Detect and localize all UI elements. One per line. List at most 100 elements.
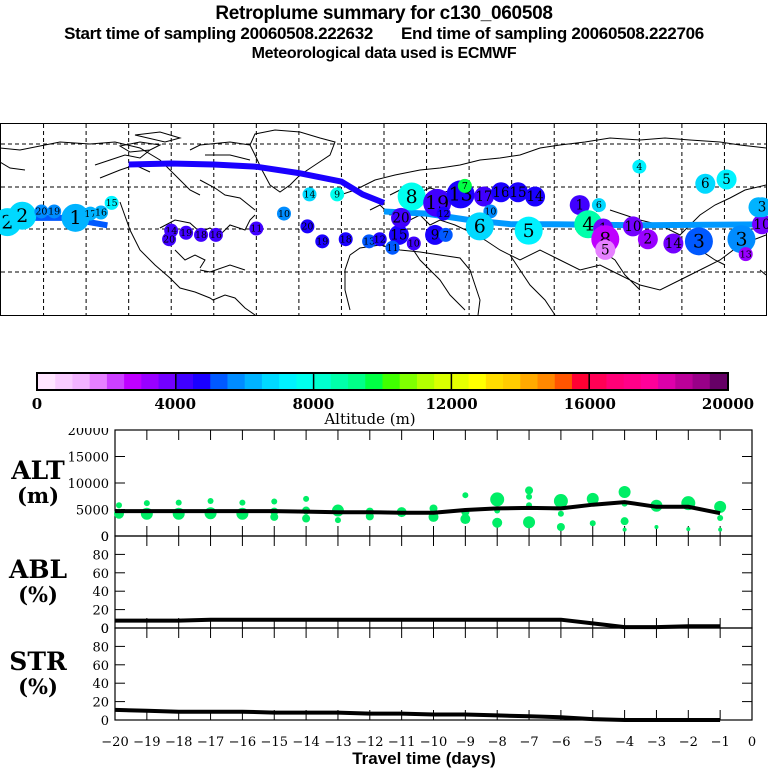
scatter-point [462, 492, 469, 499]
marker-circle [438, 227, 453, 242]
marker-label: 18 [340, 234, 352, 245]
abl-line [115, 617, 721, 630]
scatter-point [490, 492, 505, 507]
marker-label: 14 [526, 189, 543, 205]
y-tick-label: 40 [92, 585, 109, 600]
colorbar-cell [158, 374, 177, 389]
colorbar-cell [365, 374, 383, 389]
marker-label: 5 [523, 220, 535, 242]
x-tick-label: −17 [197, 735, 224, 750]
colorbar-cell [709, 374, 728, 389]
panel-label-unit: (%) [18, 674, 58, 699]
colorbar-cell [348, 374, 366, 389]
colorbar-cell [571, 374, 590, 389]
scatter-point [204, 507, 217, 520]
marker-circle [338, 232, 353, 247]
marker-label: 20 [163, 234, 175, 245]
marker-label: 20 [392, 210, 409, 226]
marker-label: 13 [740, 249, 752, 260]
scatter-point [586, 492, 599, 505]
plume-marker: 13 [738, 247, 753, 262]
marker-label: 4 [636, 162, 642, 173]
plume-marker: 5 [595, 239, 616, 260]
plume-marker: 9 [330, 187, 345, 202]
marker-circle [388, 224, 409, 245]
marker-label: 6 [596, 200, 602, 211]
colorbar-cell [89, 374, 108, 389]
plume-marker: 3 [684, 227, 713, 256]
plume-marker: 10 [752, 214, 768, 235]
plume-marker: 19 [179, 225, 194, 240]
x-tick-label: −11 [388, 735, 415, 750]
scatter-point [589, 520, 596, 527]
colorbar-cell [72, 374, 91, 389]
scatter-point [718, 527, 723, 532]
alt-panel: 0 5000 10000 15000 20000 ALT(m) [10, 428, 753, 545]
marker-label: 19 [48, 207, 60, 218]
colorbar-cell [244, 374, 263, 389]
plume-marker: 14 [302, 187, 317, 202]
marker-label: 3 [735, 229, 747, 251]
marker-circle [591, 198, 606, 213]
colorbar-cell [434, 374, 452, 389]
scatter-point [553, 494, 568, 509]
plume-marker: 12 [436, 206, 451, 221]
scatter-point [271, 498, 278, 505]
marker-label: 13 [363, 236, 375, 247]
plume-marker: 11 [385, 240, 400, 255]
y-tick-label: 0 [101, 530, 109, 545]
x-tick-label: −18 [165, 735, 192, 750]
scatter-point [429, 504, 438, 513]
marker-label: 10 [753, 217, 768, 233]
marker-circle [436, 206, 451, 221]
plume-marker: 10 [622, 216, 643, 237]
marker-label: 7 [462, 181, 468, 192]
y-tick-label: 60 [92, 659, 109, 674]
y-tick-label: 0 [101, 714, 109, 729]
marker-circle [474, 186, 495, 207]
plume-marker: 4 [632, 159, 647, 174]
colorbar-tick-label: 12000 [426, 395, 478, 413]
marker-label: 14 [165, 226, 177, 237]
scatter-point [714, 500, 727, 513]
scatter-point [618, 486, 631, 499]
marker-circle [47, 204, 62, 219]
scatter-point [116, 502, 122, 509]
marker-circle [391, 207, 412, 228]
panel-label-name: ABL [8, 555, 68, 584]
x-tick-labels: −20 −19 −18 −17 −16 −15 −14 −13 −12 −11 −10 −9 −8 −7−… [101, 735, 756, 750]
end-time-label: End time of sampling 20060508.222706 [401, 24, 704, 43]
colorbar-cells [38, 373, 728, 390]
y-tick-label: 20 [92, 604, 109, 619]
y-tick-label: 0 [101, 622, 109, 637]
colorbar-cell [261, 374, 280, 389]
scatter-point [334, 517, 341, 524]
colorbar-cell [640, 374, 659, 389]
plume-marker: 3 [752, 197, 768, 218]
scatter-point [143, 500, 150, 507]
plume-marker: 15 [104, 195, 119, 210]
colorbar-cell [227, 374, 246, 389]
plume-marker: 3 [727, 225, 756, 254]
colorbar-cell [503, 374, 521, 389]
colorbar-cell [193, 374, 211, 389]
marker-circle [716, 169, 737, 190]
marker-circle [8, 201, 37, 230]
marker-circle [385, 240, 400, 255]
plume-marker: 7 [438, 227, 453, 242]
colorbar-cell [279, 374, 297, 389]
colorbar-cell [175, 374, 194, 389]
scatter-point [525, 486, 534, 495]
marker-label: 3 [693, 231, 705, 253]
scatter-point [302, 514, 311, 523]
marker-label: 18 [195, 230, 207, 241]
colorbar-label: Altitude (m) [323, 410, 415, 428]
colorbar-cell [399, 374, 418, 389]
marker-circle [569, 195, 590, 216]
marker-circle [104, 195, 119, 210]
plume-marker: 10 [276, 206, 291, 221]
marker-label: 17 [84, 209, 96, 220]
plume-marker: 16 [94, 205, 109, 220]
marker-circle [372, 232, 387, 247]
sampling-times: Start time of sampling 20060508.222632 En… [0, 24, 768, 44]
